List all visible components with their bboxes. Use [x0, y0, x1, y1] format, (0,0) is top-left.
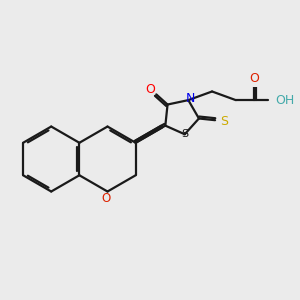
Text: O: O — [249, 72, 259, 85]
Text: S: S — [181, 129, 188, 139]
Text: OH: OH — [275, 94, 295, 106]
Text: N: N — [185, 92, 195, 105]
Text: O: O — [146, 82, 155, 96]
Text: O: O — [101, 191, 110, 205]
Text: S: S — [220, 115, 228, 128]
